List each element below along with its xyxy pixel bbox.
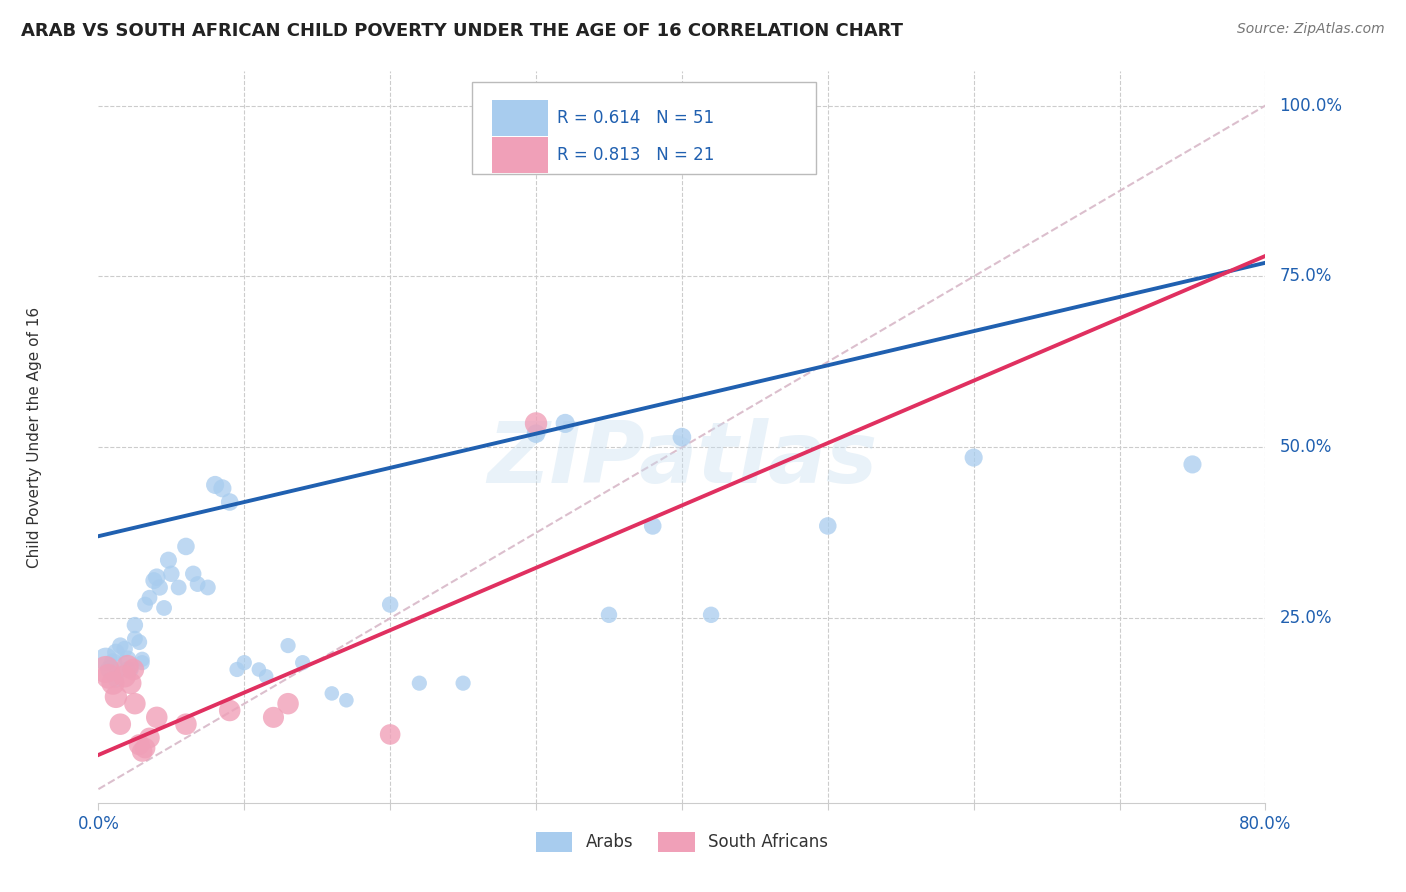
Point [153, 601, 176, 615]
Point [335, 693, 357, 707]
Point [124, 697, 146, 711]
Point [134, 598, 156, 612]
Point [134, 741, 156, 756]
Point [211, 481, 233, 495]
Point [101, 676, 124, 690]
Point [138, 591, 160, 605]
Point [104, 673, 127, 687]
Text: ZIPatlas: ZIPatlas [486, 417, 877, 500]
Text: R = 0.813   N = 21: R = 0.813 N = 21 [557, 146, 714, 164]
Point [451, 676, 474, 690]
Point [146, 570, 169, 584]
Point [131, 652, 153, 666]
Point [181, 566, 204, 581]
Point [97, 669, 120, 683]
Point [233, 656, 256, 670]
Point [104, 645, 127, 659]
Point [94, 652, 117, 666]
FancyBboxPatch shape [492, 137, 548, 172]
Point [167, 581, 190, 595]
Point [218, 704, 240, 718]
Point [247, 663, 270, 677]
Point [120, 676, 142, 690]
Point [117, 663, 139, 677]
Point [277, 639, 299, 653]
Point [110, 717, 132, 731]
Point [98, 663, 121, 677]
Point [226, 663, 249, 677]
Point [124, 632, 146, 646]
Text: R = 0.614   N = 51: R = 0.614 N = 51 [557, 109, 714, 127]
Point [114, 642, 136, 657]
FancyBboxPatch shape [492, 101, 548, 136]
Point [204, 478, 226, 492]
Point [110, 639, 132, 653]
Legend: Arabs, South Africans: Arabs, South Africans [527, 823, 837, 860]
Point [117, 652, 139, 666]
Point [187, 577, 209, 591]
Point [554, 417, 576, 431]
Point [254, 669, 277, 683]
Point [408, 676, 430, 690]
Point [160, 566, 183, 581]
Point [104, 690, 127, 704]
Point [671, 430, 693, 444]
Text: Source: ZipAtlas.com: Source: ZipAtlas.com [1237, 22, 1385, 37]
FancyBboxPatch shape [472, 82, 815, 174]
Text: 50.0%: 50.0% [1279, 438, 1331, 457]
Text: 25.0%: 25.0% [1279, 609, 1331, 627]
Point [149, 581, 172, 595]
Text: Child Poverty Under the Age of 16: Child Poverty Under the Age of 16 [27, 307, 42, 567]
Point [291, 656, 314, 670]
Point [157, 553, 180, 567]
Point [128, 738, 150, 752]
Text: 100.0%: 100.0% [1279, 96, 1343, 114]
Point [114, 669, 136, 683]
Point [120, 663, 142, 677]
Point [138, 731, 160, 745]
Text: 75.0%: 75.0% [1279, 268, 1331, 285]
Point [117, 659, 139, 673]
Point [598, 607, 620, 622]
Point [321, 686, 343, 700]
Point [142, 574, 165, 588]
Point [1181, 458, 1204, 472]
Point [146, 710, 169, 724]
Point [524, 417, 547, 431]
Point [197, 581, 219, 595]
Point [700, 607, 723, 622]
Point [380, 727, 402, 741]
Point [817, 519, 839, 533]
Point [131, 745, 153, 759]
Point [94, 663, 117, 677]
Point [131, 656, 153, 670]
Point [218, 495, 240, 509]
Point [101, 656, 124, 670]
Point [128, 635, 150, 649]
Point [124, 618, 146, 632]
Point [524, 426, 547, 441]
Point [641, 519, 664, 533]
Point [277, 697, 299, 711]
Point [174, 717, 197, 731]
Text: ARAB VS SOUTH AFRICAN CHILD POVERTY UNDER THE AGE OF 16 CORRELATION CHART: ARAB VS SOUTH AFRICAN CHILD POVERTY UNDE… [21, 22, 903, 40]
Point [962, 450, 984, 465]
Point [122, 663, 145, 677]
Point [174, 540, 197, 554]
Point [262, 710, 284, 724]
Point [380, 598, 402, 612]
